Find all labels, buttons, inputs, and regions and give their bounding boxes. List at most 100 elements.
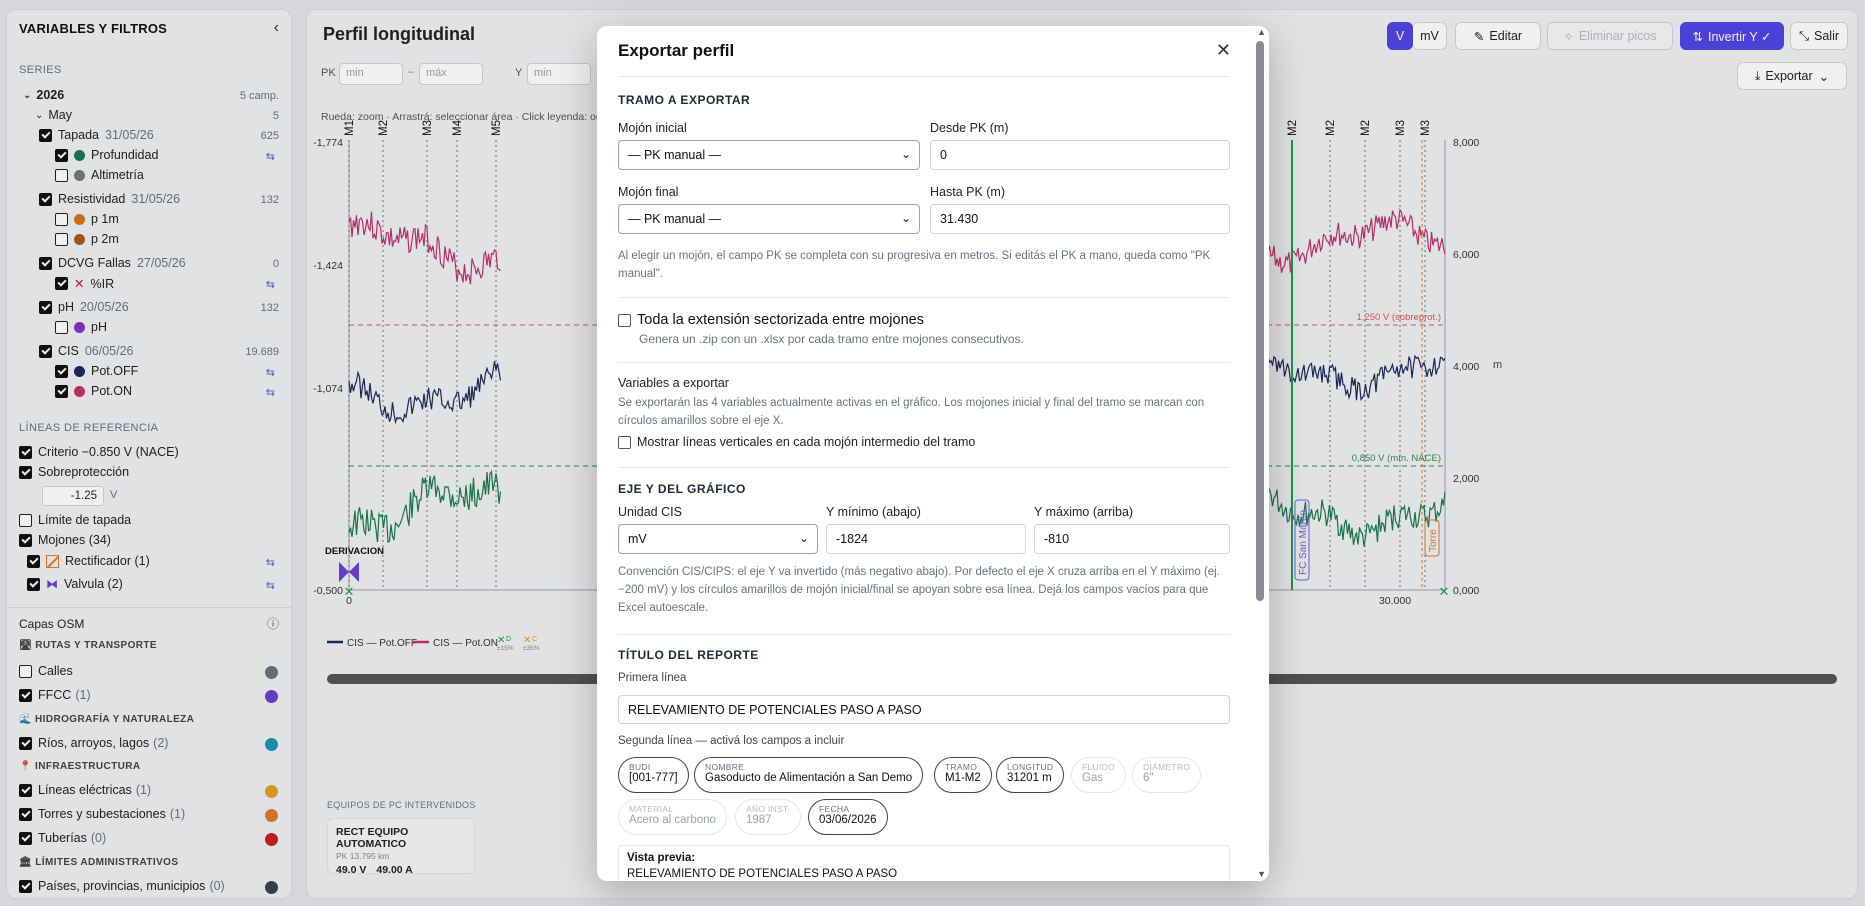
info-icon[interactable]: ⓘ — [266, 617, 279, 631]
item-p2m[interactable]: p 2m — [55, 232, 119, 246]
checkbox[interactable] — [19, 831, 32, 845]
color-swatch[interactable] — [265, 833, 278, 846]
item-poton[interactable]: Pot.ON — [55, 384, 132, 398]
ref-criterio[interactable]: Criterio −0.850 V (NACE) — [19, 445, 179, 459]
checkbox[interactable] — [39, 128, 52, 142]
pill-fluido[interactable]: FLUIDO Gas — [1071, 757, 1126, 793]
unidad-cis-select[interactable]: mV ⌄ — [618, 524, 818, 554]
pill-nombre[interactable]: NOMBRE Gasoducto de Alimentación a San De… — [694, 757, 924, 793]
group-resistividad[interactable]: Resistividad 31/05/26 — [39, 192, 180, 206]
salir-button[interactable]: ⤡ Salir — [1790, 22, 1848, 50]
osm-torres[interactable]: Torres y subestaciones (1) — [19, 807, 185, 821]
unit-v-button[interactable]: V — [1387, 22, 1413, 50]
editar-button[interactable]: ✎ Editar — [1455, 22, 1541, 50]
primera-linea-input[interactable]: RELEVAMIENTO DE POTENCIALES PASO A PASO — [618, 695, 1230, 724]
item-profundidad[interactable]: Profundidad — [55, 148, 158, 162]
osm-lineas[interactable]: Líneas eléctricas (1) — [19, 783, 151, 797]
pill-fecha[interactable]: FECHA 03/06/2026 — [808, 799, 888, 835]
checkbox[interactable] — [55, 277, 68, 290]
exportar-button[interactable]: ⤓ Exportar ⌄ — [1737, 62, 1847, 90]
checkbox[interactable] — [55, 384, 68, 398]
color-swatch[interactable] — [265, 785, 278, 798]
collapse-chevron-icon[interactable]: ‹ — [273, 19, 279, 36]
sliders-icon[interactable]: ⇆ — [265, 279, 275, 291]
checkbox[interactable] — [19, 807, 32, 821]
checkbox[interactable] — [19, 445, 32, 459]
checkbox[interactable] — [618, 435, 631, 449]
pk-min-input[interactable]: min — [339, 63, 403, 85]
item-p1m[interactable]: p 1m — [55, 212, 119, 226]
osm-calles[interactable]: Calles — [19, 664, 73, 678]
checkbox[interactable] — [55, 148, 68, 162]
item-ph[interactable]: pH — [55, 320, 107, 334]
checkbox[interactable] — [19, 513, 32, 527]
desde-pk-input[interactable]: 0 — [930, 140, 1230, 170]
osm-rios[interactable]: Ríos, arroyos, lagos (2) — [19, 736, 168, 750]
sobreproteccion-input[interactable]: -1.25 — [42, 486, 104, 506]
invertir-y-button[interactable]: ⇅ Invertir Y ✓ — [1680, 22, 1784, 50]
checkbox[interactable] — [55, 364, 68, 378]
checkbox[interactable] — [55, 232, 68, 246]
unit-mv-button[interactable]: mV — [1413, 22, 1447, 50]
scroll-up-arrow-icon[interactable]: ▲ — [1257, 27, 1266, 37]
checkbox[interactable] — [39, 256, 52, 270]
ymax-input[interactable]: -810 — [1034, 524, 1230, 554]
checkbox[interactable] — [19, 465, 32, 479]
color-swatch[interactable] — [265, 690, 278, 703]
group-dcvg[interactable]: DCVG Fallas 27/05/26 — [39, 256, 186, 270]
toda-extension-option[interactable]: Toda la extensión sectorizada entre mojo… — [618, 312, 924, 328]
scroll-down-arrow-icon[interactable]: ▼ — [1257, 869, 1266, 879]
checkbox[interactable] — [618, 313, 631, 327]
color-swatch[interactable] — [265, 738, 278, 751]
pill-tramo[interactable]: TRAMO M1-M2 — [934, 757, 992, 793]
color-swatch[interactable] — [265, 881, 278, 894]
ymin-input[interactable]: -1824 — [826, 524, 1026, 554]
close-icon[interactable]: ✕ — [1215, 40, 1231, 60]
eliminar-picos-button[interactable]: ✧ Eliminar picos — [1547, 22, 1673, 50]
osm-ffcc[interactable]: FFCC (1) — [19, 688, 91, 702]
pill-diametro[interactable]: DIÁMETRO 6" — [1132, 757, 1202, 793]
group-cis[interactable]: CIS 06/05/26 — [39, 344, 134, 358]
checkbox[interactable] — [39, 344, 52, 358]
checkbox[interactable] — [55, 168, 68, 182]
group-ph[interactable]: pH 20/05/26 — [39, 300, 129, 314]
checkbox[interactable] — [19, 664, 32, 678]
checkbox[interactable] — [19, 736, 32, 750]
item-altimetria[interactable]: Altimetría — [55, 168, 144, 182]
ref-mojones[interactable]: Mojones (34) — [19, 533, 111, 547]
checkbox[interactable] — [55, 212, 68, 226]
pill-budi[interactable]: BUDI [001-777] — [618, 757, 689, 793]
sliders-icon[interactable]: ⇆ — [265, 367, 275, 379]
color-swatch[interactable] — [265, 666, 278, 679]
sliders-icon[interactable]: ⇆ — [265, 557, 275, 569]
checkbox[interactable] — [39, 300, 52, 314]
mojon-final-select[interactable]: — PK manual — ⌄ — [618, 204, 920, 234]
ref-limite-tapada[interactable]: Límite de tapada — [19, 513, 131, 527]
ref-valvula[interactable]: ⧓ Valvula (2) — [27, 577, 123, 591]
checkbox[interactable] — [19, 533, 32, 547]
month-node[interactable]: ⌄ May — [35, 108, 72, 122]
checkbox[interactable] — [19, 879, 32, 893]
pill-longitud[interactable]: LONGITUD 31201 m — [996, 757, 1065, 793]
pk-max-input[interactable]: máx — [419, 63, 483, 85]
modal-scroll-thumb[interactable] — [1256, 41, 1264, 601]
sliders-icon[interactable]: ⇆ — [265, 580, 275, 592]
osm-paises[interactable]: Países, provincias, municipios (0) — [19, 879, 225, 893]
pill-material[interactable]: MATERIAL Acero al carbono — [618, 799, 727, 835]
mojon-inicial-select[interactable]: — PK manual — ⌄ — [618, 140, 920, 170]
item-potoff[interactable]: Pot.OFF — [55, 364, 138, 378]
sliders-icon[interactable]: ⇆ — [265, 387, 275, 399]
checkbox[interactable] — [27, 554, 40, 568]
mostrar-lineas-option[interactable]: Mostrar líneas verticales en cada mojón … — [618, 435, 975, 449]
pill-anio[interactable]: AÑO INST. 1987 — [735, 799, 802, 835]
color-swatch[interactable] — [265, 809, 278, 822]
item-ir[interactable]: ✕ %IR — [55, 276, 114, 291]
checkbox[interactable] — [55, 320, 68, 334]
osm-tuberias[interactable]: Tuberías (0) — [19, 831, 106, 845]
ref-sobreproteccion[interactable]: Sobreprotección — [19, 465, 129, 479]
checkbox[interactable] — [27, 577, 40, 591]
sliders-icon[interactable]: ⇆ — [265, 151, 275, 163]
year-node[interactable]: ⌄ 2026 — [23, 88, 64, 102]
ref-rectificador[interactable]: Rectificador (1) — [27, 554, 150, 568]
y-min-input[interactable]: min — [527, 63, 591, 85]
